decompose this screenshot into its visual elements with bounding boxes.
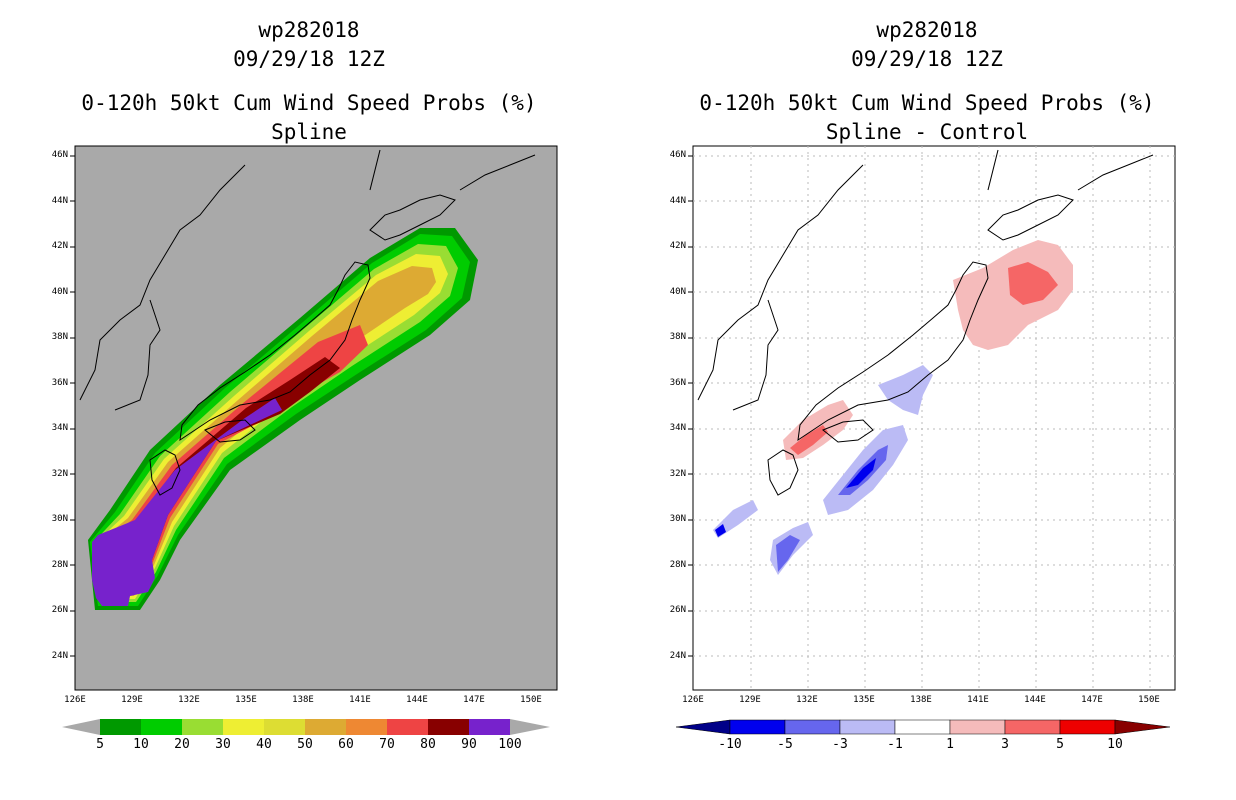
right-colorbar-label: -1 [887,737,903,752]
right-storm-id: wp282018 [876,18,978,42]
right-colorbar-label: -5 [777,737,793,752]
right-lon-label: 132E [796,695,818,705]
coast-honshu [179,261,371,442]
right-lon-label: 147E [1081,695,1103,705]
left-lat-label: 30N [51,514,68,524]
left-axis-ticks [70,155,75,657]
left-lat-label: 40N [51,286,68,297]
right-lon-label: 138E [910,695,932,705]
right-lat-label: 46N [669,150,686,160]
right-lon-label: 129E [739,695,761,705]
left-lat-label: 34N [51,423,68,433]
left-prob-swath [88,228,478,610]
right-diff-fields [713,240,1073,575]
right-map [675,145,1176,735]
left-lat-label: 38N [51,332,68,342]
left-lon-label: 132E [178,695,200,705]
right-panel: wp282018 09/29/18 12Z 0-120h 50kt Cum Wi… [618,0,1236,800]
left-product-title: 0-120h 50kt Cum Wind Speed Probs (%) [81,91,537,115]
right-lon-label: 150E [1138,695,1160,705]
left-storm-id: wp282018 [258,18,360,42]
left-variant: Spline [271,120,347,144]
coast-kyushu [149,449,181,496]
right-lon-label: 141E [967,695,989,705]
left-colorbar-label: 5 [96,737,104,752]
right-lat-label: 42N [669,241,686,251]
left-lat-label: 28N [51,559,68,570]
left-colorbar-label: 40 [256,737,272,752]
left-map [62,145,558,735]
neg-1-center [878,365,933,415]
pos-3-north [1008,262,1058,305]
right-grid [693,146,1175,690]
right-colorbar [675,719,1171,735]
right-variant: Spline - Control [825,120,1029,144]
right-axis-ticks [688,155,693,657]
right-colorbar-label: -3 [832,737,848,752]
left-colorbar-label: 30 [215,737,231,752]
left-panel: wp282018 09/29/18 12Z 0-120h 50kt Cum Wi… [51,18,558,752]
right-lat-label: 38N [669,332,686,342]
left-lon-label: 126E [64,695,86,705]
left-lat-label: 44N [51,195,68,206]
left-lon-label: 129E [121,695,143,705]
left-colorbar-label: 100 [498,737,522,752]
neg-3-southtip [776,535,800,572]
right-colorbar-label: 1 [946,737,954,752]
right-map-frame [692,145,1176,691]
right-lat-label: 30N [669,514,686,524]
right-lat-label: 34N [669,423,686,433]
right-lat-label: 26N [669,605,686,615]
right-lat-label: 32N [669,468,686,479]
left-colorbar-label: 50 [297,737,313,752]
left-lat-label: 36N [51,377,68,388]
right-colorbar-label: -10 [718,737,742,752]
right-colorbar-label: 10 [1107,737,1123,752]
right-colorbar-label: 5 [1056,737,1064,752]
left-colorbar [62,719,550,735]
coast-hokkaido [369,194,456,241]
left-colorbar-label: 10 [133,737,149,752]
left-colorbar-label: 90 [461,737,477,752]
right-lon-label: 126E [682,695,704,705]
left-lon-label: 135E [235,695,257,705]
left-lon-label: 147E [463,695,485,705]
coast-korea-east [114,299,161,411]
left-datetime: 09/29/18 12Z [233,47,385,71]
right-lat-label: 36N [669,377,686,388]
pos-3-southwest [790,425,828,455]
coast-kurils [459,154,536,191]
left-lon-label: 141E [349,695,371,705]
right-product-title: 0-120h 50kt Cum Wind Speed Probs (%) [699,91,1155,115]
coast-sakhalin [369,149,381,191]
left-lat-label: 42N [51,241,68,251]
left-lon-label: 144E [406,695,428,705]
right-lon-label: 135E [853,695,875,705]
left-colorbar-label: 70 [379,737,395,752]
left-colorbar-label: 60 [338,737,354,752]
left-coastlines [79,149,536,496]
band-100 [92,398,282,606]
right-colorbar-label: 3 [1001,737,1009,752]
right-lat-label: 44N [669,195,686,206]
coast-shikoku [204,419,256,443]
left-lat-label: 32N [51,468,68,479]
left-lon-label: 150E [520,695,542,705]
left-colorbar-label: 80 [420,737,436,752]
left-colorbar-label: 20 [174,737,190,752]
coast-korea [79,164,246,401]
right-lon-label: 144E [1024,695,1046,705]
left-lat-label: 24N [51,650,68,661]
left-lat-label: 26N [51,605,68,615]
neg-5-west [715,524,726,537]
right-datetime: 09/29/18 12Z [851,47,1003,71]
neg-5-south [846,458,876,488]
left-map-frame [74,145,558,691]
left-lat-label: 46N [51,150,68,160]
right-lat-label: 24N [669,650,686,661]
right-lat-label: 28N [669,559,686,570]
right-coastlines [697,149,1154,496]
left-lon-label: 138E [292,695,314,705]
right-lat-label: 40N [669,286,686,297]
